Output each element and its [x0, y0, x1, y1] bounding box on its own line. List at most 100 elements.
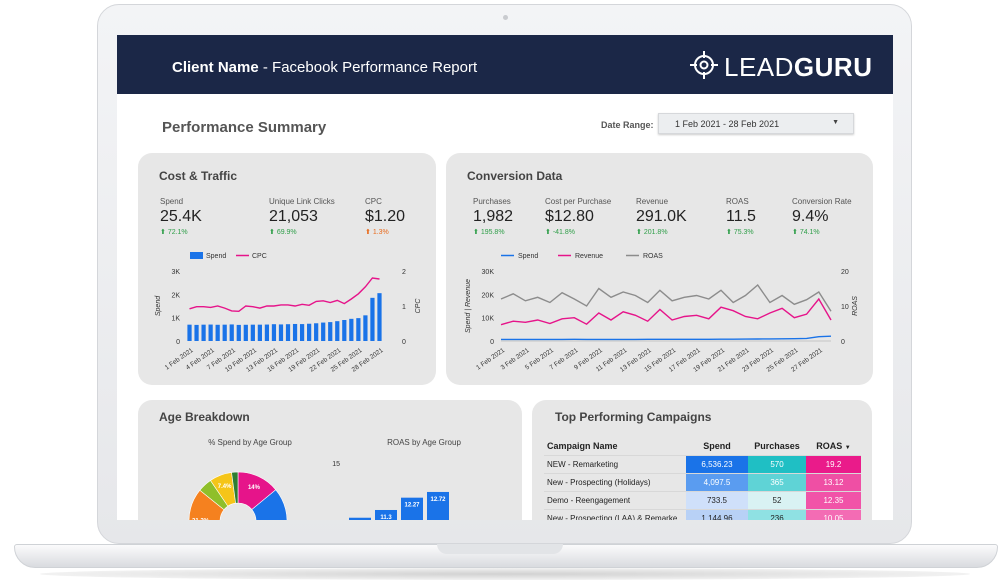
kpi-label: Conversion Rate — [792, 197, 852, 206]
spend-bar — [250, 324, 255, 341]
kpi-value: $1.20 — [365, 208, 406, 225]
laptop-camera — [503, 15, 508, 20]
legend-swatch-spend — [190, 252, 203, 259]
conversion-title: Conversion Data — [467, 169, 563, 183]
report-header: Client Name - Facebook Performance Repor… — [117, 35, 893, 94]
kpi-value: 11.5 — [726, 208, 756, 225]
y2-tick-label: 0 — [841, 339, 845, 346]
kpi-change: ⬆ 74.1% — [792, 229, 820, 236]
spend-bar — [363, 315, 368, 341]
kpi-change-value: 69.9% — [276, 229, 297, 236]
leadguru-logo: LEADGURU — [690, 49, 880, 83]
column-campaign-name[interactable]: Campaign Name — [547, 440, 618, 451]
kpi-value: 1,982 — [473, 208, 514, 225]
spend-bar — [208, 324, 213, 341]
spend-bar — [321, 322, 326, 341]
spend-bar — [215, 324, 220, 341]
table-row[interactable]: NEW - Remarketing 6,536.23 570 19.2 — [544, 454, 861, 473]
kpi-revenue: Revenue 291.0K ⬆ 201.8% — [636, 197, 687, 236]
sort-desc-icon: ▼ — [844, 444, 851, 451]
logo-text-guru: GURU — [793, 52, 873, 82]
spend-bar — [278, 324, 284, 341]
kpi-value: 25.4K — [160, 208, 202, 225]
kpi-value: 21,053 — [269, 208, 318, 225]
report-title: Client Name - Facebook Performance Repor… — [172, 59, 477, 76]
conversion-chart: Spend Revenue ROAS 30K 20K 10K 0 20 10 0 Spend | R… — [465, 253, 859, 374]
kpi-change-value: 72.1% — [167, 229, 188, 236]
y-tick-label: 0 — [176, 339, 180, 346]
table-row[interactable]: Demo - Reengagement 733.5 52 12.35 — [544, 490, 861, 509]
pie-slice — [251, 489, 288, 520]
age-breakdown-card: Age Breakdown % Spend by Age Group ROAS b… — [138, 400, 522, 520]
kpi-label: ROAS — [726, 197, 749, 206]
cost-traffic-card: Cost & Traffic Spend 25.4K ⬆ 72.1% Uniqu… — [138, 153, 436, 385]
spend-cell: 6,536.23 — [686, 454, 748, 473]
date-range-value: 1 Feb 2021 - 28 Feb 2021 — [675, 119, 780, 129]
legend-label-cpc: CPC — [252, 253, 267, 260]
spend-bar — [342, 320, 347, 341]
spend-bar — [335, 321, 340, 341]
kpi-label: CPC — [365, 197, 382, 206]
cost-traffic-title: Cost & Traffic — [159, 169, 238, 183]
date-range-label: Date Range: — [601, 120, 654, 130]
y2-tick-label: 1 — [402, 304, 406, 311]
roas-cell: 19.2 — [806, 454, 861, 473]
table-row[interactable]: New - Prospecting (Holidays) 4,097.5 365… — [544, 472, 861, 491]
kpi-change: ⬆ 75.3% — [726, 229, 754, 236]
roas-cell: 12.35 — [806, 490, 861, 509]
age-breakdown-chart: % Spend by Age Group ROAS by Age Group 14%… — [188, 438, 461, 520]
kpi-change: ⬆ -41.8% — [545, 229, 575, 236]
kpi-change: ⬆ 201.8% — [636, 229, 668, 236]
spend-bar — [299, 324, 305, 341]
kpi-label: Cost per Purchase — [545, 197, 612, 206]
logo-text-lead: LEAD — [724, 52, 794, 82]
laptop-shadow — [40, 568, 970, 580]
kpi-label: Spend — [160, 197, 184, 206]
spend-cell: 1,144.96 — [686, 508, 748, 520]
table-header-row: Campaign Name Spend Purchases ROAS ▼ — [544, 437, 861, 455]
campaigns-table: Campaign Name Spend Purchases ROAS ▼ NEW… — [544, 437, 861, 520]
logo-text: LEADGURU — [724, 52, 872, 83]
column-roas[interactable]: ROAS ▼ — [806, 437, 861, 455]
spend-bar — [264, 324, 270, 341]
spend-cell: 4,097.5 — [686, 472, 748, 491]
report-screen: Client Name - Facebook Performance Repor… — [117, 35, 893, 520]
spend-cell: 733.5 — [686, 490, 748, 509]
kpi-change: ⬆ 72.1% — [160, 229, 188, 236]
y-tick-label: 0 — [490, 339, 494, 346]
spend-bar — [370, 297, 375, 341]
y2-tick-label: 20 — [841, 269, 849, 276]
kpi-value: $12.80 — [545, 208, 594, 225]
spend-bar — [307, 323, 312, 341]
column-purchases[interactable]: Purchases — [754, 440, 800, 451]
cpc-line — [189, 277, 380, 313]
kpi-value: 291.0K — [636, 208, 687, 225]
purchases-cell: 52 — [748, 490, 806, 509]
spend-bar — [194, 324, 199, 341]
kpi-change-value: 74.1% — [799, 229, 820, 236]
kpi-label: Revenue — [636, 197, 669, 206]
roas-bar — [401, 497, 423, 520]
y-axis-title: Spend | Revenue — [465, 279, 472, 333]
campaign-name-cell: New - Prospecting (Holidays) — [544, 472, 686, 491]
y2-tick-label: 0 — [402, 339, 406, 346]
date-range-select[interactable]: 1 Feb 2021 - 28 Feb 2021 ▼ — [658, 113, 854, 134]
kpi-roas: ROAS 11.5 ⬆ 75.3% — [726, 197, 756, 236]
legend-label-spend: Spend — [518, 253, 538, 260]
spend-bar — [377, 293, 382, 341]
kpi-change-value: 201.8% — [643, 229, 668, 236]
legend-label-revenue: Revenue — [575, 253, 603, 260]
pie-title: % Spend by Age Group — [208, 438, 292, 447]
y-tick-label: 20K — [482, 292, 495, 299]
y-axis-title: Spend — [155, 295, 162, 316]
kpi-conversion-rate: Conversion Rate 9.4% ⬆ 74.1% — [792, 197, 852, 236]
y2-axis-title: ROAS — [852, 296, 859, 316]
purchases-cell: 236 — [748, 508, 806, 520]
age-breakdown-title: Age Breakdown — [159, 410, 250, 424]
kpi-change: ⬆ 1.3% — [365, 229, 389, 236]
roas-line — [500, 283, 832, 312]
column-spend[interactable]: Spend — [703, 440, 731, 451]
kpi-change: ⬆ 195.8% — [473, 229, 505, 236]
table-row[interactable]: New - Prospecting (LAA) & Remarke 1,144.… — [544, 508, 861, 520]
